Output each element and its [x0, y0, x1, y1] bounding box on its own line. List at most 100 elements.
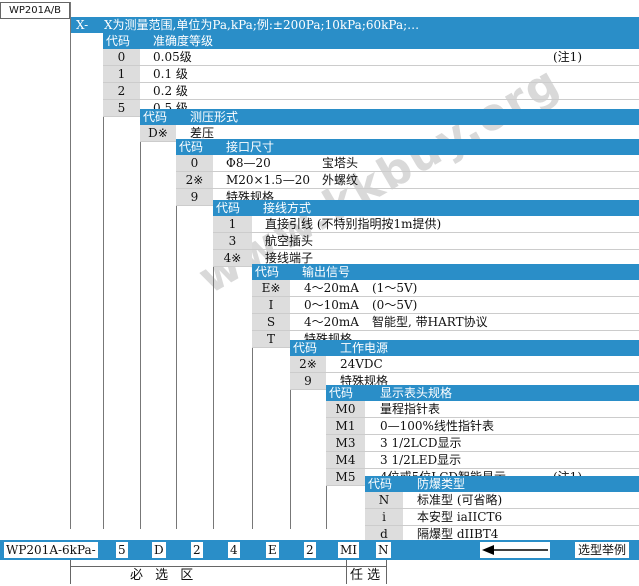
code-label: 代码 — [293, 341, 318, 355]
row-code: 9 — [290, 373, 326, 389]
row-desc: 0.1 级 — [153, 67, 188, 81]
row-desc: 隔爆型 dIIBT4 — [417, 527, 499, 541]
code-label: 代码 — [216, 201, 241, 215]
list-item: i 本安型 iaIICT6 — [365, 509, 639, 526]
port-title: 接口尺寸 — [226, 140, 275, 154]
output-title: 输出信号 — [302, 265, 351, 279]
row-note: (注1) — [553, 50, 582, 64]
code-label: 代码 — [368, 477, 393, 491]
model-box: WP201A/B — [0, 2, 70, 19]
accuracy-header: 代码 准确度等级 — [103, 33, 639, 49]
row-code: T — [252, 331, 290, 347]
explosion-header: 代码 防爆类型 — [365, 476, 639, 492]
row-desc-2: (1～5V) — [372, 281, 418, 295]
port-rows: 0 Φ8—20 宝塔头 2※ M20×1.5—20 外螺纹 9 特殊规格 — [176, 155, 639, 206]
list-item: 3 航空插头 — [213, 233, 639, 250]
range-code: X- — [76, 18, 89, 32]
wiring-rows: 1 直接引线 (不特别指明按1m提供) 3 航空插头 4※ 接线端子 — [213, 216, 639, 267]
row-desc: 本安型 iaIICT6 — [417, 510, 503, 524]
power-header: 代码 工作电源 — [290, 340, 639, 356]
row-desc: 4～20mA — [304, 281, 359, 295]
row-desc: 3 1/2LED显示 — [380, 453, 462, 467]
row-desc-2: 外螺纹 — [322, 173, 359, 187]
row-desc: 3 1/2LCD显示 — [380, 436, 462, 450]
row-desc-2: (0～5V) — [372, 298, 418, 312]
example-prefix: WP201A-6kPa- — [4, 542, 98, 558]
row-code: E※ — [252, 280, 290, 296]
explosion-title: 防爆类型 — [417, 477, 466, 491]
row-code: M5 — [326, 469, 365, 485]
row-desc: 0—100%线性指针表 — [380, 419, 494, 433]
pressure-header: 代码 测压形式 — [140, 109, 639, 125]
code-label: 代码 — [143, 110, 168, 124]
accuracy-rows: 0 0.05级 (注1) 1 0.1 级 2 0.2 级 5 0.5 级 — [103, 49, 639, 117]
list-item: 2※ M20×1.5—20 外螺纹 — [176, 172, 639, 189]
example-code: 2 — [191, 542, 203, 558]
row-code: M4 — [326, 452, 365, 468]
row-desc: M20×1.5—20 — [226, 173, 310, 187]
row-desc: Φ8—20 — [226, 156, 271, 170]
model-box-label: WP201A/B — [8, 5, 62, 16]
row-code: 9 — [176, 189, 213, 205]
pressure-title: 测压形式 — [190, 110, 239, 124]
example-code: D — [152, 542, 166, 558]
list-item: E※ 4～20mA (1～5V) — [252, 280, 639, 297]
row-desc: 直接引线 (不特别指明按1m提供) — [265, 217, 442, 231]
row-desc: 特殊规格 — [340, 374, 389, 388]
row-code: I — [252, 297, 290, 313]
list-item: 2※ 24VDC — [290, 356, 639, 373]
list-item: M4 3 1/2LED显示 — [326, 452, 639, 469]
display-title: 显示表头规格 — [380, 386, 453, 400]
output-header: 代码 输出信号 — [252, 264, 639, 280]
list-item: S 4～20mA 智能型, 带HART协议 — [252, 314, 639, 331]
row-desc: 4～20mA — [304, 315, 359, 329]
code-label: 代码 — [179, 140, 204, 154]
display-header: 代码 显示表头规格 — [326, 385, 639, 401]
port-header: 代码 接口尺寸 — [176, 139, 639, 155]
row-code: 1 — [103, 66, 140, 82]
example-row: WP201A-6kPa- 5 D 2 4 E 2 MI N 选型举例 — [0, 542, 639, 558]
list-item: 1 0.1 级 — [103, 66, 639, 83]
row-code: d — [365, 526, 403, 542]
range-description: X为测量范围,单位为Pa,kPa;例:±200Pa;10kPa;60kPa;… — [104, 18, 420, 32]
power-rows: 2※ 24VDC 9 特殊规格 — [290, 356, 639, 390]
code-label: 代码 — [106, 34, 131, 48]
example-code: N — [376, 542, 391, 558]
list-item: M0 量程指针表 — [326, 401, 639, 418]
row-desc: 差压 — [190, 126, 215, 140]
row-code: D※ — [140, 125, 176, 141]
row-desc: 0.2 级 — [153, 84, 188, 98]
list-item: 0 Φ8—20 宝塔头 — [176, 155, 639, 172]
row-desc: 量程指针表 — [380, 402, 441, 416]
list-item: 2 0.2 级 — [103, 83, 639, 100]
accuracy-title: 准确度等级 — [153, 34, 214, 48]
row-code: 0 — [176, 155, 213, 171]
power-title: 工作电源 — [340, 341, 389, 355]
row-code: M3 — [326, 435, 365, 451]
required-zone-label: 必 选 区 — [130, 568, 198, 583]
example-code: MI — [338, 542, 360, 558]
row-desc-2: 智能型, 带HART协议 — [372, 315, 488, 329]
wiring-header: 代码 接线方式 — [213, 200, 639, 216]
optional-zone-label: 任 选 — [350, 568, 381, 583]
row-code: M1 — [326, 418, 365, 434]
row-desc: 航空插头 — [265, 234, 314, 248]
row-desc: 0.05级 — [153, 50, 192, 64]
example-code: E — [266, 542, 279, 558]
row-code: 2※ — [290, 356, 326, 372]
row-code: 0 — [103, 49, 140, 65]
row-desc: 24VDC — [340, 357, 383, 371]
row-code: 1 — [213, 216, 252, 232]
arrow-left-icon — [480, 542, 550, 558]
list-item: M3 3 1/2LCD显示 — [326, 435, 639, 452]
explosion-rows: N 标准型 (可省略) i 本安型 iaIICT6 d 隔爆型 dIIBT4 — [365, 492, 639, 543]
example-code: 5 — [116, 542, 128, 558]
row-desc: 接线端子 — [265, 251, 314, 265]
row-code: 3 — [213, 233, 252, 249]
example-label: 选型举例 — [575, 542, 630, 558]
row-code: 2※ — [176, 172, 213, 188]
row-code: 5 — [103, 100, 140, 116]
list-item: 1 直接引线 (不特别指明按1m提供) — [213, 216, 639, 233]
row-code: 4※ — [213, 250, 252, 266]
row-desc-2: 宝塔头 — [322, 156, 359, 170]
